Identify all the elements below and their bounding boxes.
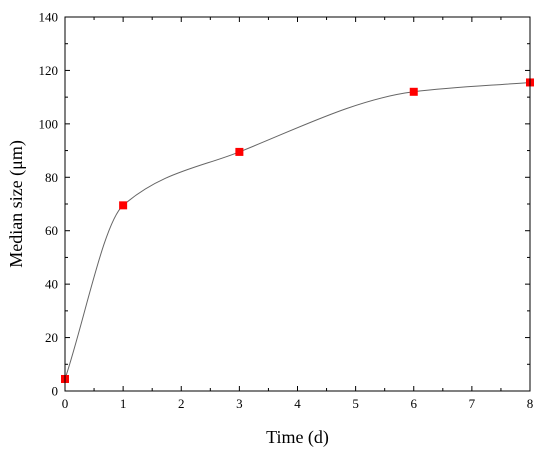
y-tick-label: 60 [45,223,58,238]
x-axis-title: Time (d) [266,427,329,448]
data-points-layer [61,78,534,383]
y-tick-label: 20 [45,330,58,345]
plot-area-frame [64,16,531,392]
series-fit-curve [64,81,531,380]
data-point-marker [119,201,128,210]
x-tick-label: 5 [352,396,359,411]
y-tick-label: 120 [39,63,59,78]
y-tick-label: 40 [45,277,58,292]
data-point-marker [235,147,244,156]
x-tick-label: 0 [62,396,69,411]
x-tick-label: 3 [236,396,243,411]
x-tick-label: 6 [411,396,418,411]
x-tick-label: 1 [120,396,127,411]
x-tick-label: 2 [178,396,185,411]
x-tick-label: 4 [294,396,301,411]
x-tick-label: 8 [527,396,534,411]
y-tick-label: 100 [39,116,59,131]
x-tick-label: 7 [469,396,476,411]
y-tick-label: 0 [52,384,59,399]
y-tick-label: 140 [39,10,59,25]
y-tick-label: 80 [45,170,58,185]
data-point-marker [409,87,418,96]
y-axis-title: Median size (μm) [6,140,27,268]
ticks-layer [64,16,531,392]
